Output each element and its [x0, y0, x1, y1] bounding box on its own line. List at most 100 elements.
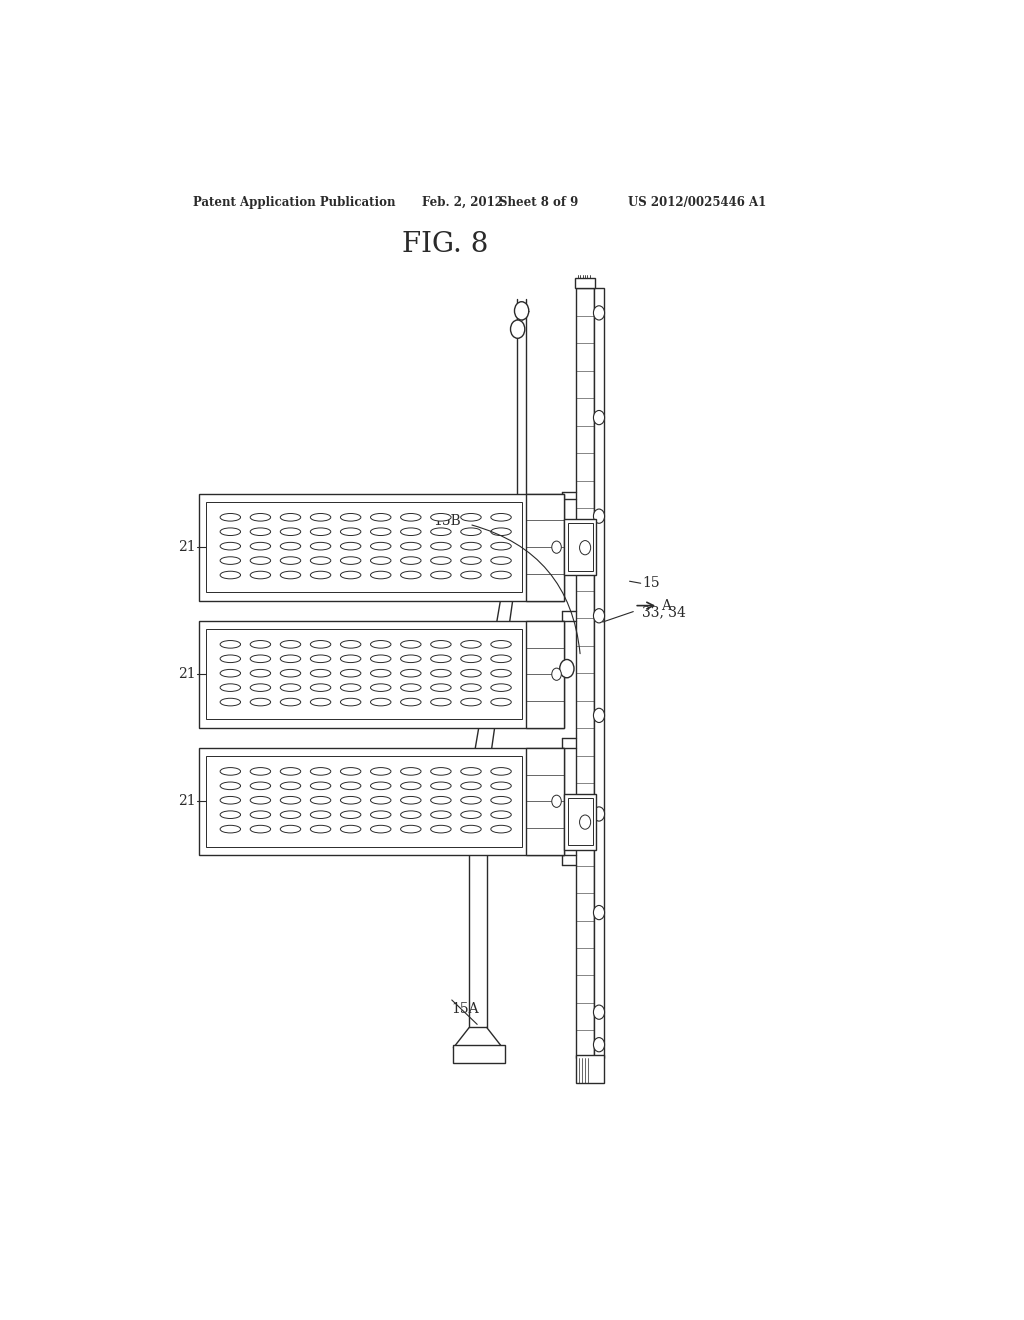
Ellipse shape [431, 543, 452, 550]
Bar [567, 797, 593, 846]
Ellipse shape [220, 572, 241, 579]
Text: 15: 15 [642, 577, 659, 590]
Ellipse shape [340, 543, 360, 550]
Ellipse shape [461, 810, 481, 818]
Ellipse shape [461, 698, 481, 706]
Ellipse shape [250, 825, 270, 833]
Bar [564, 793, 596, 850]
Ellipse shape [400, 669, 421, 677]
Ellipse shape [371, 796, 391, 804]
Ellipse shape [461, 796, 481, 804]
Text: Sheet 8 of 9: Sheet 8 of 9 [500, 195, 579, 209]
Ellipse shape [431, 781, 452, 789]
Ellipse shape [400, 543, 421, 550]
Ellipse shape [220, 825, 241, 833]
Bar [526, 748, 564, 854]
Ellipse shape [220, 557, 241, 565]
Circle shape [594, 906, 604, 920]
Ellipse shape [490, 543, 511, 550]
Ellipse shape [310, 810, 331, 818]
Ellipse shape [461, 572, 481, 579]
Ellipse shape [220, 528, 241, 536]
Ellipse shape [461, 543, 481, 550]
Ellipse shape [250, 698, 270, 706]
Ellipse shape [281, 513, 301, 521]
Ellipse shape [371, 810, 391, 818]
Ellipse shape [371, 684, 391, 692]
Ellipse shape [461, 825, 481, 833]
Ellipse shape [250, 543, 270, 550]
Ellipse shape [250, 572, 270, 579]
Ellipse shape [490, 655, 511, 663]
Ellipse shape [281, 768, 301, 775]
Ellipse shape [371, 543, 391, 550]
Ellipse shape [281, 557, 301, 565]
Ellipse shape [220, 768, 241, 775]
Ellipse shape [340, 796, 360, 804]
Ellipse shape [250, 528, 270, 536]
Ellipse shape [371, 698, 391, 706]
Ellipse shape [490, 557, 511, 565]
Ellipse shape [310, 513, 331, 521]
Ellipse shape [310, 825, 331, 833]
Circle shape [594, 1005, 604, 1019]
Ellipse shape [281, 543, 301, 550]
Circle shape [511, 319, 524, 338]
Ellipse shape [371, 781, 391, 789]
Circle shape [552, 795, 561, 808]
Ellipse shape [400, 796, 421, 804]
Ellipse shape [431, 684, 452, 692]
Ellipse shape [310, 781, 331, 789]
Ellipse shape [340, 572, 360, 579]
Text: 15B: 15B [433, 515, 461, 528]
Ellipse shape [310, 684, 331, 692]
Ellipse shape [431, 513, 452, 521]
Ellipse shape [220, 796, 241, 804]
Ellipse shape [340, 781, 360, 789]
Bar [567, 523, 593, 572]
Ellipse shape [431, 698, 452, 706]
Ellipse shape [490, 572, 511, 579]
Ellipse shape [490, 528, 511, 536]
Ellipse shape [340, 825, 360, 833]
Ellipse shape [431, 640, 452, 648]
Ellipse shape [461, 684, 481, 692]
Ellipse shape [281, 810, 301, 818]
Ellipse shape [431, 572, 452, 579]
Ellipse shape [371, 513, 391, 521]
Ellipse shape [490, 640, 511, 648]
Ellipse shape [220, 781, 241, 789]
Ellipse shape [431, 528, 452, 536]
Text: 21: 21 [178, 540, 196, 554]
Circle shape [594, 306, 604, 319]
Ellipse shape [220, 655, 241, 663]
Circle shape [552, 541, 561, 553]
Ellipse shape [250, 655, 270, 663]
Text: Patent Application Publication: Patent Application Publication [194, 195, 395, 209]
Circle shape [594, 1038, 604, 1052]
Text: Feb. 2, 2012: Feb. 2, 2012 [422, 195, 503, 209]
FancyArrowPatch shape [603, 611, 633, 622]
Ellipse shape [281, 781, 301, 789]
Circle shape [594, 510, 604, 523]
Bar [200, 748, 564, 854]
Text: 15A: 15A [452, 1002, 479, 1016]
Ellipse shape [461, 768, 481, 775]
Ellipse shape [431, 655, 452, 663]
Ellipse shape [281, 528, 301, 536]
Ellipse shape [281, 825, 301, 833]
Ellipse shape [281, 640, 301, 648]
Ellipse shape [250, 557, 270, 565]
Ellipse shape [250, 513, 270, 521]
Ellipse shape [250, 810, 270, 818]
Ellipse shape [400, 825, 421, 833]
Ellipse shape [431, 768, 452, 775]
Ellipse shape [220, 543, 241, 550]
Ellipse shape [281, 572, 301, 579]
Ellipse shape [340, 513, 360, 521]
Ellipse shape [371, 557, 391, 565]
Ellipse shape [400, 810, 421, 818]
Ellipse shape [340, 810, 360, 818]
Ellipse shape [371, 572, 391, 579]
Ellipse shape [310, 796, 331, 804]
